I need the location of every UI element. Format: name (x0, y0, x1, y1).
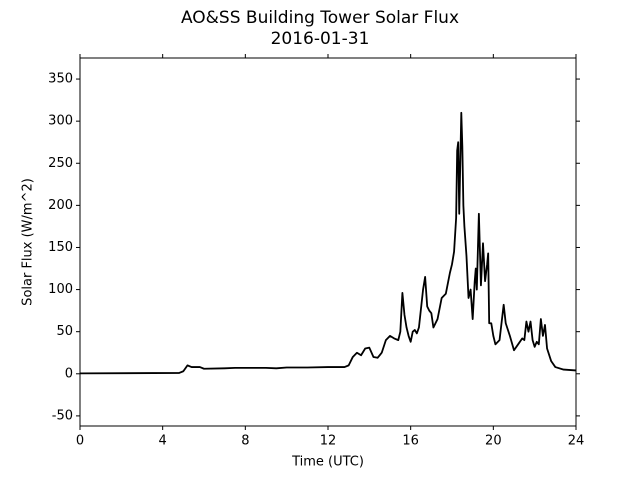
y-tick-label: 250 (48, 156, 73, 171)
y-tick-label: -50 (52, 408, 73, 423)
x-tick-label: 12 (320, 434, 337, 449)
chart-subtitle: 2016-01-31 (271, 29, 370, 49)
x-tick-label: 0 (76, 434, 84, 449)
y-tick-label: 50 (56, 324, 73, 339)
y-tick-label: 200 (48, 198, 73, 213)
y-tick-label: 150 (48, 240, 73, 255)
y-tick-label: 350 (48, 72, 73, 87)
x-tick-label: 16 (402, 434, 419, 449)
data-line (79, 111, 577, 375)
y-axis-label: Solar Flux (W/m^2) (21, 178, 36, 306)
y-tick-label: 300 (48, 114, 73, 129)
chart-title: AO&SS Building Tower Solar Flux (181, 8, 459, 28)
x-tick-label: 4 (159, 434, 167, 449)
y-tick-label: 0 (65, 366, 73, 381)
plot-frame (79, 57, 577, 427)
y-tick-label: 100 (48, 282, 73, 297)
x-tick-label: 8 (241, 434, 249, 449)
x-axis-label: Time (UTC) (291, 455, 364, 470)
x-tick-label: 20 (485, 434, 502, 449)
x-tick-label: 24 (568, 434, 585, 449)
